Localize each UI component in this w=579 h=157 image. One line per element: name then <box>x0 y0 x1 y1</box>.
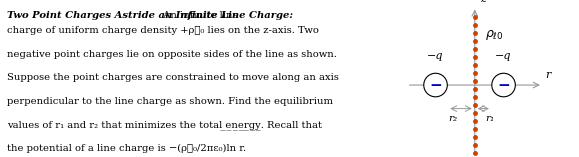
Text: −q: −q <box>427 51 444 62</box>
Circle shape <box>492 73 515 97</box>
Text: values of r₁ and r₂ that minimizes the total ̲e̲n̲e̲r̲g̲y̲. Recall that: values of r₁ and r₂ that minimizes the t… <box>7 120 322 130</box>
Circle shape <box>424 73 448 97</box>
Text: An infinite line: An infinite line <box>160 11 239 20</box>
Text: Suppose the point charges are constrained to move along an axis: Suppose the point charges are constraine… <box>7 73 339 82</box>
Text: z: z <box>480 0 486 4</box>
Text: r: r <box>545 70 550 80</box>
Text: $\rho_{\ell 0}$: $\rho_{\ell 0}$ <box>485 28 504 42</box>
Text: charge of uniform charge density +ρℓ₀ lies on the z-axis. Two: charge of uniform charge density +ρℓ₀ li… <box>7 26 318 35</box>
Text: perpendicular to the line charge as shown. Find the equilibrium: perpendicular to the line charge as show… <box>7 97 333 106</box>
Text: −: − <box>429 78 442 92</box>
Text: r₁: r₁ <box>485 114 494 123</box>
Text: −q: −q <box>495 51 512 62</box>
Text: r₂: r₂ <box>449 114 458 123</box>
Text: −: − <box>497 78 510 92</box>
Text: Two Point Charges Astride an Infinite Line Charge:: Two Point Charges Astride an Infinite Li… <box>7 11 293 20</box>
Text: the potential of a line charge is −(ρℓ₀/2πε₀)ln r.: the potential of a line charge is −(ρℓ₀/… <box>7 144 246 153</box>
Text: negative point charges lie on opposite sides of the line as shown.: negative point charges lie on opposite s… <box>7 50 336 59</box>
